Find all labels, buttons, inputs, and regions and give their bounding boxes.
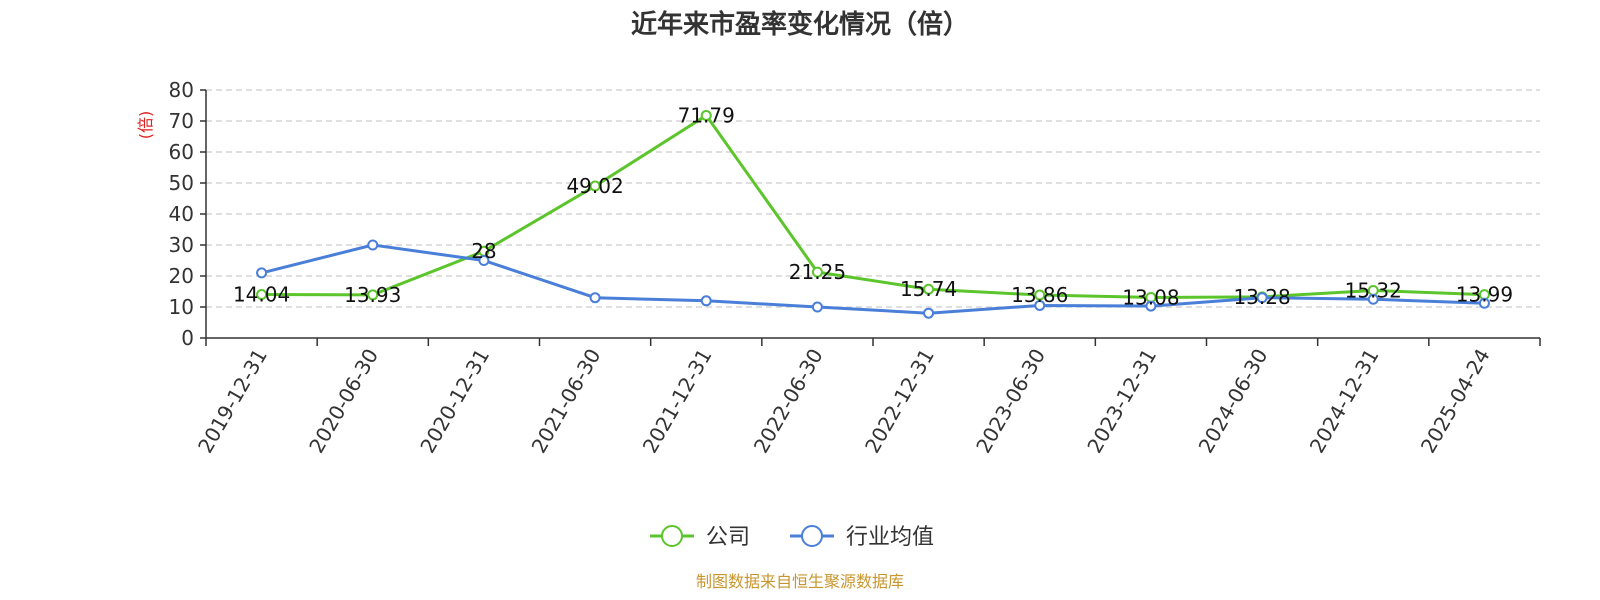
y-tick-label: 0 xyxy=(181,326,194,350)
data-source-note: 制图数据来自恒生聚源数据库 xyxy=(695,572,904,591)
x-tick-label: 2022-06-30 xyxy=(749,345,828,458)
x-tick-label: 2023-06-30 xyxy=(971,345,1050,458)
data-label: 71.79 xyxy=(678,103,735,127)
data-point xyxy=(1145,300,1157,312)
data-label: 15.74 xyxy=(900,277,957,301)
data-point xyxy=(1478,297,1490,309)
data-point xyxy=(1034,299,1046,311)
data-label: 21.25 xyxy=(789,260,846,284)
data-label: 28 xyxy=(471,239,496,263)
y-tick-label: 50 xyxy=(169,171,194,195)
legend-label: 公司 xyxy=(706,525,750,550)
data-label: 13.08 xyxy=(1122,285,1179,309)
data-label: 13.28 xyxy=(1233,285,1290,309)
y-tick-label: 80 xyxy=(169,78,194,102)
data-point xyxy=(700,295,712,307)
x-tick-label: 2020-06-30 xyxy=(304,345,383,458)
data-point xyxy=(589,180,601,192)
x-tick-label: 2023-12-31 xyxy=(1082,345,1161,458)
x-tick-label: 2024-12-31 xyxy=(1305,345,1384,458)
y-tick-label: 70 xyxy=(169,109,194,133)
data-point xyxy=(923,283,935,295)
data-point xyxy=(1256,292,1268,304)
data-point xyxy=(589,292,601,304)
x-tick-label: 2022-12-31 xyxy=(860,344,939,457)
data-point xyxy=(811,266,823,278)
x-tick-label: 2024-06-30 xyxy=(1194,345,1273,458)
data-point xyxy=(367,239,379,251)
y-tick-label: 10 xyxy=(169,295,194,319)
data-label: 15.32 xyxy=(1345,279,1402,303)
data-point xyxy=(923,307,935,319)
legend-marker xyxy=(801,525,823,547)
data-label: 13.99 xyxy=(1456,283,1513,307)
chart-title: 近年来市盈率变化情况（倍） xyxy=(630,10,969,40)
axes: 0 10 20 30 40 50 60 70 80 2019-12-31 2020-06-30 202… xyxy=(169,78,1541,458)
data-point xyxy=(700,109,712,121)
legend[interactable]: 公司 行业均值 xyxy=(650,525,934,550)
y-tick-label: 40 xyxy=(169,202,194,226)
x-tick-label: 2021-06-30 xyxy=(527,345,606,458)
legend-marker xyxy=(661,525,683,547)
x-tick-label: 2020-12-31 xyxy=(415,344,494,457)
x-tick-label: 2025-04-24 xyxy=(1416,345,1495,458)
data-labels: 14.04 13.93 28 49.02 71.79 21.25 15.74 13.86 13.… xyxy=(233,103,1513,309)
y-axis-label: (倍) xyxy=(136,111,155,140)
x-tick-label: 2021-12-31 xyxy=(638,345,717,458)
y-tick-label: 30 xyxy=(169,233,194,257)
grid-lines xyxy=(206,89,1540,308)
legend-label: 行业均值 xyxy=(846,525,934,550)
data-label: 13.86 xyxy=(1011,283,1068,307)
data-point xyxy=(478,255,490,266)
x-tick-label: 2019-12-31 xyxy=(193,345,272,458)
data-label: 14.04 xyxy=(233,282,290,306)
data-label: 49.02 xyxy=(566,174,623,198)
data-point xyxy=(256,288,268,300)
y-tick-label: 60 xyxy=(169,140,194,164)
y-tick-label: 20 xyxy=(169,264,194,288)
series-lines xyxy=(256,109,1490,319)
data-label: 13.93 xyxy=(344,283,401,307)
data-point xyxy=(1367,293,1379,305)
data-point xyxy=(367,289,379,301)
data-point xyxy=(811,301,823,313)
series-line-industry-average xyxy=(261,243,1485,315)
data-point xyxy=(1034,289,1046,301)
series-line-company xyxy=(261,113,1485,299)
data-point xyxy=(256,267,268,279)
